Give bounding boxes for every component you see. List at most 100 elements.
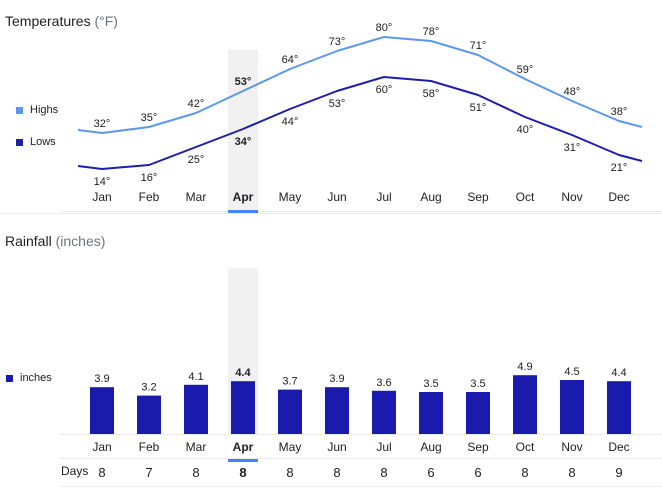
days-value-may: 8: [286, 465, 293, 480]
days-value-apr: 8: [239, 465, 246, 480]
temp-month-label-oct: Oct: [516, 190, 535, 204]
temp-month-label-aug: Aug: [420, 190, 441, 204]
rain-month-label-aug: Aug: [420, 440, 441, 454]
section-divider: [0, 213, 662, 214]
temp-selected-marker: [228, 210, 258, 213]
rain-value-aug: 3.5: [423, 378, 438, 390]
rain-bar-may: [278, 389, 302, 434]
rain-month-label-sep: Sep: [467, 440, 489, 454]
highs-label-apr: 53°: [235, 76, 252, 88]
temp-month-label-jan: Jan: [92, 190, 111, 204]
lows-label-dec: 21°: [611, 162, 628, 174]
lows-label-jul: 60°: [376, 84, 393, 96]
rain-value-sep: 3.5: [470, 378, 485, 390]
lows-line: [77, 76, 643, 170]
rainfall-unit: (inches): [55, 233, 106, 249]
rain-value-mar: 4.1: [188, 371, 203, 383]
rain-bar-aug: [419, 392, 443, 434]
rain-month-label-oct: Oct: [516, 440, 535, 454]
temp-month-label-apr: Apr: [233, 190, 254, 204]
rain-value-jan: 3.9: [94, 373, 109, 385]
temperature-title: Temperatures (°F): [5, 13, 118, 29]
legend-rain-label: inches: [20, 372, 52, 384]
rainfall-title-text: Rainfall: [5, 233, 52, 249]
temp-selected-band: [228, 50, 258, 212]
lows-label-oct: 40°: [517, 124, 534, 136]
rain-value-dec: 4.4: [611, 367, 626, 379]
temp-month-label-feb: Feb: [139, 190, 160, 204]
temperature-unit: (°F): [94, 13, 118, 29]
rain-value-apr: 4.4: [235, 367, 251, 379]
legend-lows: Lows: [16, 136, 56, 148]
legend-lows-label: Lows: [30, 136, 56, 148]
days-value-dec: 9: [615, 465, 622, 480]
highs-line: [77, 36, 643, 134]
legend-lows-swatch: [16, 138, 23, 146]
legend-rain-swatch: [6, 374, 13, 382]
highs-label-oct: 59°: [517, 64, 534, 76]
lows-label-feb: 16°: [141, 172, 158, 184]
highs-label-jun: 73°: [329, 36, 346, 48]
rain-bar-dec: [607, 381, 631, 434]
rain-value-nov: 4.5: [564, 366, 579, 378]
rain-value-feb: 3.2: [141, 382, 156, 394]
highs-label-may: 64°: [282, 54, 299, 66]
rain-value-jul: 3.6: [376, 377, 391, 389]
lows-label-nov: 31°: [564, 142, 581, 154]
lows-label-apr: 34°: [235, 136, 252, 148]
highs-label-nov: 48°: [564, 86, 581, 98]
legend-highs-label: Highs: [30, 104, 59, 116]
highs-label-aug: 78°: [423, 26, 440, 38]
rain-value-jun: 3.9: [329, 373, 344, 385]
lows-label-mar: 25°: [188, 154, 205, 166]
rain-month-label-may: May: [279, 440, 302, 454]
rain-selected-marker: [228, 459, 258, 462]
rain-bar-jan: [90, 387, 114, 434]
temp-month-label-may: May: [279, 190, 302, 204]
rain-month-label-jan: Jan: [92, 440, 111, 454]
rain-month-label-jun: Jun: [327, 440, 346, 454]
rain-bar-apr: [231, 381, 255, 434]
rain-bar-sep: [466, 392, 490, 434]
days-label: Days: [61, 464, 89, 478]
days-value-sep: 6: [474, 465, 481, 480]
days-top-divider: [60, 458, 662, 459]
days-bottom-divider: [60, 486, 662, 487]
highs-label-sep: 71°: [470, 40, 487, 52]
rain-bar-jun: [325, 387, 349, 434]
days-value-jul: 8: [380, 465, 387, 480]
rain-value-oct: 4.9: [517, 361, 532, 373]
days-value-aug: 6: [427, 465, 434, 480]
rainfall-title: Rainfall (inches): [5, 233, 105, 249]
rain-month-label-nov: Nov: [561, 440, 582, 454]
days-value-oct: 8: [521, 465, 528, 480]
temp-month-label-jul: Jul: [376, 190, 391, 204]
rain-bar-jul: [372, 390, 396, 434]
rain-value-may: 3.7: [282, 376, 297, 388]
temp-month-label-mar: Mar: [186, 190, 207, 204]
temp-month-label-jun: Jun: [327, 190, 346, 204]
days-value-nov: 8: [568, 465, 575, 480]
highs-label-jan: 32°: [94, 118, 111, 130]
highs-label-feb: 35°: [141, 112, 158, 124]
rain-month-label-feb: Feb: [139, 440, 160, 454]
rain-axis-divider: [60, 434, 662, 435]
rain-bar-nov: [560, 380, 584, 434]
days-value-feb: 7: [145, 465, 152, 480]
rain-month-label-mar: Mar: [186, 440, 207, 454]
lows-label-jan: 14°: [94, 176, 111, 188]
lows-label-jun: 53°: [329, 98, 346, 110]
legend-highs: Highs: [16, 104, 58, 116]
lows-label-aug: 58°: [423, 88, 440, 100]
temp-month-label-dec: Dec: [608, 190, 629, 204]
lows-label-may: 44°: [282, 116, 299, 128]
rain-bar-feb: [137, 395, 161, 434]
highs-label-jul: 80°: [376, 22, 393, 34]
lows-label-sep: 51°: [470, 102, 487, 114]
days-value-mar: 8: [192, 465, 199, 480]
highs-label-dec: 38°: [611, 106, 628, 118]
rain-bar-oct: [513, 375, 537, 434]
legend-rain: inches: [6, 372, 52, 384]
rain-bar-mar: [184, 384, 208, 434]
